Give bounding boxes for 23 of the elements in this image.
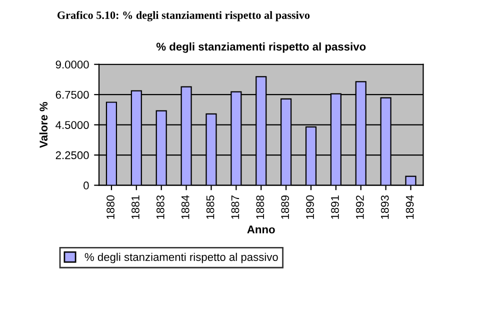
y-tick-label: 9.0000 bbox=[56, 60, 89, 69]
y-axis-title: Valore % bbox=[39, 102, 48, 148]
x-tick-label: 1887 bbox=[231, 196, 240, 219]
text: Grafico 5.10: % degli stanziamenti rispetto al passivo bbox=[57, 11, 310, 22]
chart-title: % degli stanziamenti rispetto al passivo bbox=[156, 42, 366, 53]
x-axis-title: Anno bbox=[247, 226, 275, 234]
x-tick-label: 1894 bbox=[406, 195, 414, 219]
x-tick-label: 1881 bbox=[132, 196, 140, 219]
x-tick-label: 1889 bbox=[281, 196, 290, 219]
x-tick-label: 1888 bbox=[256, 195, 264, 219]
y-tick-label: 2.2500 bbox=[56, 151, 89, 160]
x-tick-label: 1884 bbox=[181, 195, 190, 219]
x-tick-label: 1892 bbox=[356, 196, 364, 219]
y-tick-label: 4.5000 bbox=[56, 121, 89, 129]
x-tick-label: 1890 bbox=[306, 195, 314, 219]
x-tick-label: 1893 bbox=[380, 195, 389, 219]
y-tick-label: 0 bbox=[84, 182, 89, 190]
x-tick-label: 1885 bbox=[206, 195, 214, 219]
y-tick-label: 6.7500 bbox=[56, 90, 89, 99]
legend-label: % degli stanziamenti rispetto al passivo bbox=[84, 252, 278, 264]
x-tick-label: 1891 bbox=[331, 196, 339, 219]
x-tick-label: 1880 bbox=[106, 195, 114, 219]
x-tick-label: 1883 bbox=[156, 195, 164, 219]
